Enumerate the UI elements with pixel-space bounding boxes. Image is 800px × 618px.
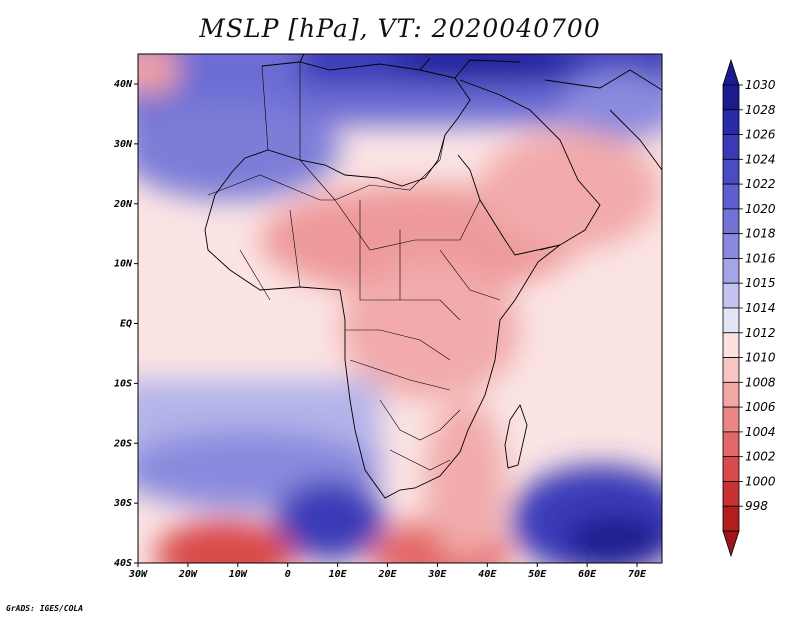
colorbar-swatch bbox=[722, 84, 740, 111]
lat-tick-label: 30N bbox=[113, 139, 133, 150]
colorbar-label: 1026 bbox=[745, 128, 776, 142]
colorbar-swatch bbox=[722, 109, 740, 135]
lon-tick-label: 70E bbox=[628, 569, 647, 580]
colorbar-swatch bbox=[722, 183, 740, 210]
lat-tick-label: 10N bbox=[114, 259, 133, 270]
colorbar-label: 1010 bbox=[745, 351, 776, 365]
lon-tick-label: 10W bbox=[229, 569, 248, 580]
lat-tick-label: 40S bbox=[114, 558, 132, 569]
colorbar-bottom-arrow bbox=[722, 530, 740, 558]
lat-tick-label: 10S bbox=[114, 378, 132, 389]
lat-tick-label: 20S bbox=[113, 438, 132, 449]
colorbar-swatch bbox=[722, 381, 740, 408]
lon-tick-label: 50E bbox=[528, 569, 547, 580]
colorbar-swatch bbox=[722, 282, 740, 309]
colorbar-label: 1002 bbox=[745, 450, 776, 464]
colorbar-label: 1016 bbox=[745, 251, 776, 265]
colorbar-swatch bbox=[722, 134, 740, 160]
country-borders bbox=[207, 62, 501, 471]
lat-tick-label: 30S bbox=[113, 498, 132, 509]
colorbar-label: 1006 bbox=[745, 400, 776, 414]
colorbar-swatch bbox=[722, 258, 740, 284]
lon-tick-label: 20E bbox=[377, 569, 397, 580]
colorbar-swatch bbox=[722, 307, 740, 334]
axis-ticks: 30W 20W 10W 0 10E 20E 30E 40E 50E 60E 70E 40N 30N 20N… bbox=[113, 79, 647, 580]
colorbar-top-arrow bbox=[722, 58, 740, 86]
colorbar-swatch bbox=[722, 481, 740, 507]
colorbar-swatch bbox=[722, 357, 740, 383]
lon-tick-label: 0 bbox=[285, 569, 291, 580]
grads-credit: GrADS: IGES/COLA bbox=[6, 604, 84, 613]
colorbar-label: 1024 bbox=[745, 152, 776, 166]
lon-tick-label: 10E bbox=[329, 569, 348, 580]
colorbar-label: 1015 bbox=[745, 276, 776, 290]
pressure-field bbox=[138, 54, 662, 563]
lon-tick-label: 20W bbox=[178, 569, 198, 580]
colorbar-swatch bbox=[722, 233, 740, 259]
map-title: MSLP [hPa], VT: 2020040700 bbox=[199, 14, 601, 43]
colorbar-swatch bbox=[722, 406, 740, 433]
colorbar-swatch bbox=[722, 456, 740, 482]
colorbar-label: 1020 bbox=[745, 202, 776, 216]
coastlines bbox=[204, 54, 662, 499]
colorbar-label: 1028 bbox=[745, 103, 776, 117]
lon-tick-label: 60E bbox=[578, 569, 597, 580]
lat-tick-label: EQ bbox=[120, 319, 132, 330]
colorbar-swatch bbox=[722, 158, 740, 185]
lon-tick-label: 30E bbox=[427, 569, 447, 580]
lon-tick-label: 40E bbox=[478, 569, 497, 580]
colorbar-label: 1022 bbox=[745, 177, 776, 191]
lat-tick-label: 20N bbox=[113, 199, 133, 210]
plot-frame bbox=[137, 53, 663, 564]
colorbar-label: 1012 bbox=[745, 326, 776, 340]
colorbar-label: 1004 bbox=[745, 425, 776, 439]
colorbar-swatch bbox=[722, 332, 740, 358]
colorbar-label: 1018 bbox=[745, 227, 776, 241]
colorbar-label: 1000 bbox=[745, 474, 776, 488]
colorbar-label: 1030 bbox=[745, 78, 776, 92]
colorbar-swatch bbox=[722, 431, 740, 458]
colorbar-label: 1008 bbox=[745, 375, 776, 389]
colorbar-label: 1014 bbox=[745, 301, 776, 315]
colorbar-swatch bbox=[722, 208, 740, 235]
lon-tick-label: 30W bbox=[128, 569, 148, 580]
lat-tick-label: 40N bbox=[114, 79, 133, 90]
colorbar-label: 998 bbox=[745, 499, 768, 513]
colorbar: 1030 1028 1026 1024 1022 1020 1018 1016 1015 1014… bbox=[722, 58, 776, 558]
colorbar-swatch bbox=[722, 505, 740, 532]
